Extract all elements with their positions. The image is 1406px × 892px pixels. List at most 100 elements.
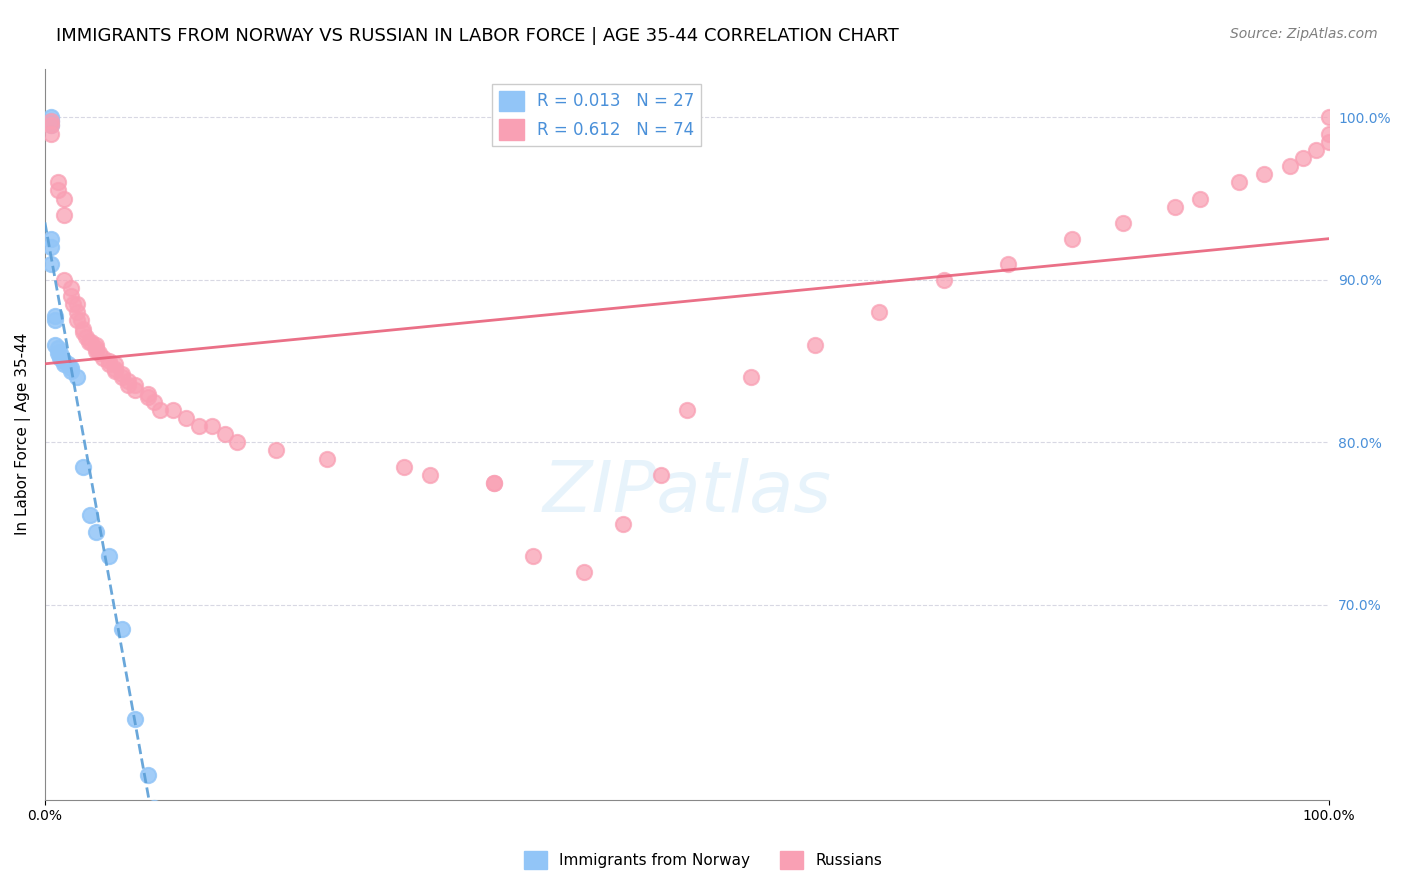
Point	[1317, 135, 1340, 149]
Point	[98, 357, 121, 371]
Text: Source: ZipAtlas.com: Source: ZipAtlas.com	[1230, 27, 1378, 41]
Point	[39, 119, 62, 133]
Point	[1253, 167, 1275, 181]
Point	[39, 110, 62, 124]
Point	[124, 378, 146, 392]
Point	[53, 354, 76, 368]
Point	[1060, 232, 1083, 246]
Point	[612, 516, 634, 531]
Point	[77, 334, 100, 349]
Point	[868, 305, 890, 319]
Point	[316, 451, 339, 466]
Point	[997, 256, 1019, 270]
Point	[482, 475, 505, 490]
Point	[46, 175, 69, 189]
Point	[104, 357, 127, 371]
Point	[740, 370, 762, 384]
Point	[39, 240, 62, 254]
Point	[1189, 192, 1212, 206]
Point	[72, 325, 94, 339]
Point	[39, 256, 62, 270]
Point	[1163, 200, 1185, 214]
Point	[39, 119, 62, 133]
Y-axis label: In Labor Force | Age 35-44: In Labor Force | Age 35-44	[15, 333, 31, 535]
Point	[1279, 159, 1302, 173]
Point	[53, 357, 76, 371]
Point	[53, 208, 76, 222]
Point	[143, 801, 166, 815]
Point	[87, 346, 110, 360]
Legend: R = 0.013   N = 27, R = 0.612   N = 74: R = 0.013 N = 27, R = 0.612 N = 74	[492, 84, 702, 146]
Point	[804, 338, 827, 352]
Point	[1305, 143, 1327, 157]
Point	[572, 566, 595, 580]
Point	[98, 354, 121, 368]
Point	[49, 351, 72, 365]
Point	[75, 329, 97, 343]
Point	[117, 374, 139, 388]
Point	[174, 410, 197, 425]
Point	[62, 297, 84, 311]
Point	[39, 232, 62, 246]
Point	[46, 341, 69, 355]
Point	[72, 321, 94, 335]
Point	[53, 192, 76, 206]
Point	[80, 334, 103, 349]
Point	[111, 370, 134, 384]
Text: ZIPatlas: ZIPatlas	[543, 458, 831, 527]
Point	[1292, 151, 1315, 165]
Point	[214, 427, 236, 442]
Point	[143, 394, 166, 409]
Point	[84, 524, 107, 539]
Text: IMMIGRANTS FROM NORWAY VS RUSSIAN IN LABOR FORCE | AGE 35-44 CORRELATION CHART: IMMIGRANTS FROM NORWAY VS RUSSIAN IN LAB…	[56, 27, 898, 45]
Point	[72, 459, 94, 474]
Point	[59, 281, 82, 295]
Point	[84, 344, 107, 359]
Point	[104, 362, 127, 376]
Point	[1317, 110, 1340, 124]
Point	[44, 338, 66, 352]
Point	[201, 419, 224, 434]
Point	[84, 341, 107, 355]
Point	[66, 297, 89, 311]
Point	[66, 305, 89, 319]
Point	[124, 384, 146, 398]
Point	[117, 378, 139, 392]
Point	[136, 386, 159, 401]
Point	[46, 183, 69, 197]
Point	[1227, 175, 1250, 189]
Point	[39, 113, 62, 128]
Point	[650, 467, 672, 482]
Point	[104, 364, 127, 378]
Point	[59, 364, 82, 378]
Point	[53, 273, 76, 287]
Point	[44, 309, 66, 323]
Point	[136, 390, 159, 404]
Point	[91, 351, 114, 365]
Point	[111, 367, 134, 381]
Point	[44, 313, 66, 327]
Point	[149, 402, 172, 417]
Point	[49, 346, 72, 360]
Point	[84, 338, 107, 352]
Point	[66, 313, 89, 327]
Point	[932, 273, 955, 287]
Point	[522, 549, 544, 563]
Point	[394, 459, 416, 474]
Point	[1112, 216, 1135, 230]
Point	[39, 127, 62, 141]
Point	[56, 357, 79, 371]
Point	[1317, 127, 1340, 141]
Point	[264, 443, 287, 458]
Point	[226, 435, 249, 450]
Legend: Immigrants from Norway, Russians: Immigrants from Norway, Russians	[517, 845, 889, 875]
Point	[675, 402, 697, 417]
Point	[98, 549, 121, 563]
Point	[66, 370, 89, 384]
Point	[136, 768, 159, 782]
Point	[46, 346, 69, 360]
Point	[39, 113, 62, 128]
Point	[482, 475, 505, 490]
Point	[59, 360, 82, 375]
Point	[124, 712, 146, 726]
